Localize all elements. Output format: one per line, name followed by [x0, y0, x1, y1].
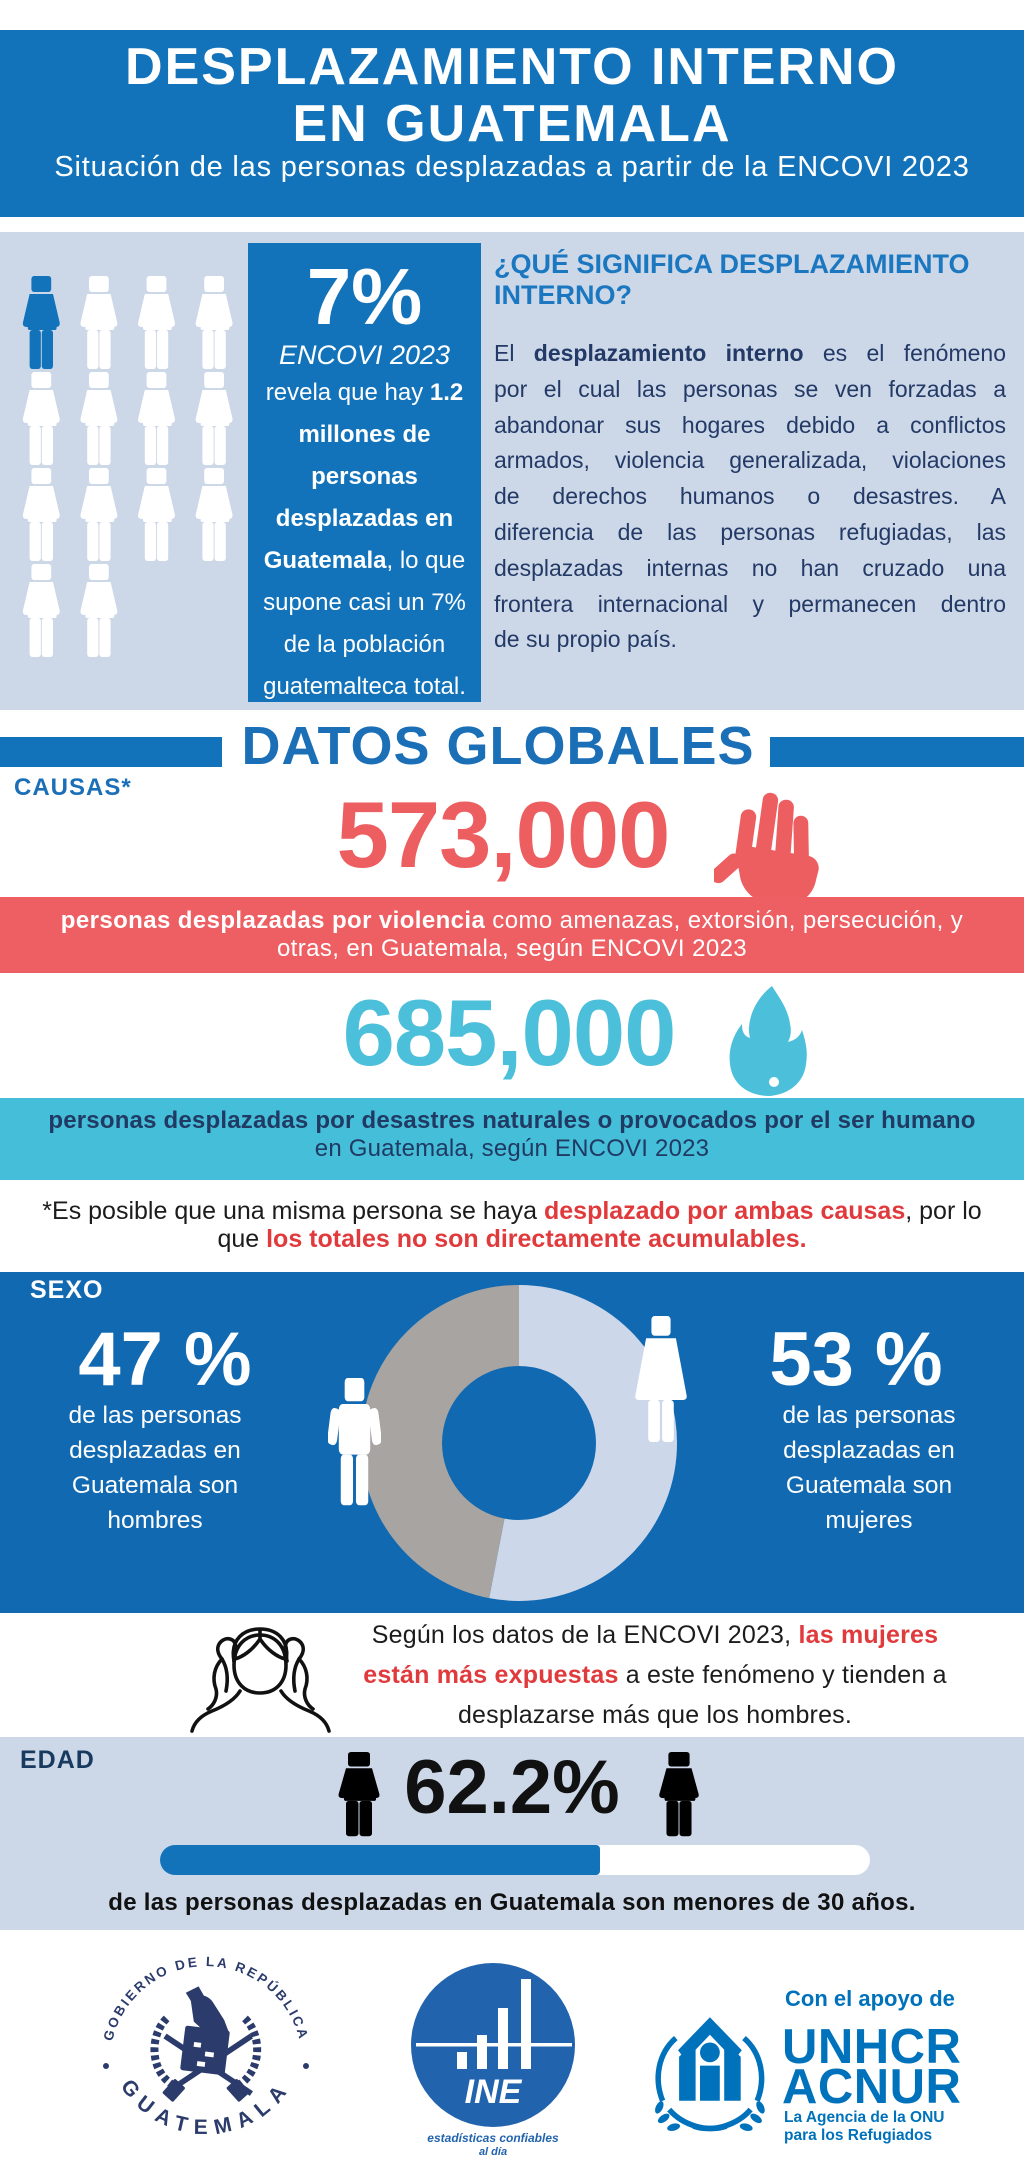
svg-text:estadísticas confiables: estadísticas confiables: [427, 2131, 559, 2145]
svg-text:La Agencia de la ONU: La Agencia de la ONU: [784, 2109, 945, 2126]
svg-text:ACNUR: ACNUR: [782, 2060, 961, 2114]
svg-text:al día: al día: [479, 2146, 507, 2158]
svg-text:UNHCR: UNHCR: [782, 2020, 961, 2074]
svg-text:Con el apoyo de: Con el apoyo de: [785, 1986, 955, 2011]
svg-text:INE: INE: [465, 2073, 523, 2111]
svg-text:para los Refugiados: para los Refugiados: [784, 2127, 932, 2144]
svg-text:GUATEMALA: GUATEMALA: [116, 2075, 296, 2139]
